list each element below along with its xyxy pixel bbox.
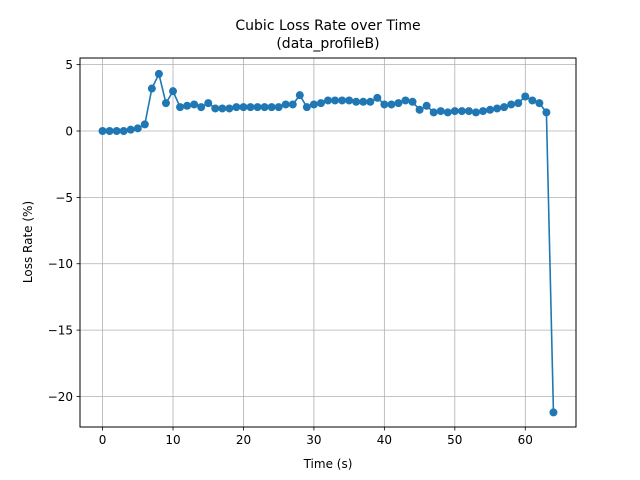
data-point bbox=[345, 96, 354, 105]
y-tick-label: −5 bbox=[55, 191, 73, 205]
data-point bbox=[309, 100, 318, 109]
x-tick-label: 40 bbox=[377, 433, 392, 447]
y-tick-label: 0 bbox=[65, 125, 73, 139]
data-point bbox=[274, 103, 283, 112]
data-point bbox=[486, 105, 495, 114]
x-tick-label: 0 bbox=[99, 433, 107, 447]
y-tick-label: −10 bbox=[48, 257, 73, 271]
data-point bbox=[373, 93, 382, 102]
data-point bbox=[126, 125, 135, 134]
data-point bbox=[119, 127, 128, 136]
data-point bbox=[324, 96, 332, 105]
data-point bbox=[549, 408, 558, 417]
data-point bbox=[154, 69, 163, 78]
data-point bbox=[415, 105, 424, 114]
data-point bbox=[429, 108, 438, 117]
data-point bbox=[338, 96, 347, 105]
data-point bbox=[500, 103, 509, 112]
data-point bbox=[521, 92, 530, 101]
data-point bbox=[133, 124, 142, 133]
x-tick-label: 30 bbox=[306, 433, 321, 447]
data-point bbox=[211, 104, 220, 113]
data-point bbox=[443, 108, 452, 117]
x-axis-label: Time (s) bbox=[303, 457, 353, 471]
data-point bbox=[197, 103, 206, 112]
y-tick-label: −20 bbox=[48, 390, 73, 404]
data-point bbox=[471, 108, 480, 117]
data-point bbox=[316, 99, 325, 108]
data-point bbox=[105, 127, 114, 136]
data-point bbox=[387, 100, 396, 109]
data-point bbox=[457, 107, 466, 116]
data-point bbox=[225, 104, 234, 113]
data-point bbox=[352, 97, 361, 106]
data-point bbox=[295, 91, 304, 100]
data-point bbox=[267, 103, 276, 112]
x-tick-label: 50 bbox=[447, 433, 462, 447]
data-point bbox=[190, 100, 199, 109]
data-point bbox=[535, 99, 544, 108]
data-point bbox=[239, 103, 248, 112]
data-point bbox=[380, 100, 389, 109]
data-point bbox=[493, 104, 502, 113]
data-point bbox=[302, 103, 311, 112]
plot-frame bbox=[79, 57, 577, 428]
data-point bbox=[394, 99, 403, 108]
data-point bbox=[288, 100, 297, 109]
data-point bbox=[147, 84, 156, 93]
data-point bbox=[408, 97, 417, 106]
data-point bbox=[112, 127, 121, 136]
data-point bbox=[246, 103, 255, 112]
data-point bbox=[161, 99, 170, 108]
data-point bbox=[507, 100, 516, 109]
data-point bbox=[331, 96, 340, 105]
data-point bbox=[479, 107, 487, 116]
data-point bbox=[176, 103, 185, 112]
data-point bbox=[422, 101, 431, 110]
data-point bbox=[436, 107, 445, 116]
y-tick-label: −15 bbox=[48, 324, 73, 338]
data-point bbox=[464, 107, 473, 116]
data-point bbox=[204, 99, 213, 108]
data-point bbox=[359, 97, 368, 106]
series-layer bbox=[98, 69, 558, 417]
chart-title: Cubic Loss Rate over Time bbox=[235, 18, 420, 34]
data-point bbox=[253, 103, 262, 112]
data-point bbox=[260, 103, 269, 112]
data-point bbox=[183, 101, 192, 110]
data-point bbox=[281, 100, 290, 109]
data-point bbox=[366, 97, 375, 106]
data-point bbox=[542, 108, 551, 117]
data-point bbox=[169, 87, 177, 96]
data-point bbox=[218, 104, 227, 113]
data-point bbox=[401, 96, 410, 105]
data-point bbox=[232, 103, 241, 112]
y-tick-label: 5 bbox=[65, 58, 73, 72]
x-tick-label: 10 bbox=[165, 433, 180, 447]
data-point bbox=[450, 107, 459, 116]
data-point bbox=[98, 127, 107, 136]
data-point bbox=[528, 96, 537, 105]
data-point bbox=[514, 99, 523, 108]
x-tick-label: 20 bbox=[236, 433, 251, 447]
data-point bbox=[140, 120, 149, 129]
chart-subtitle: (data_profileB) bbox=[276, 36, 379, 52]
grid bbox=[80, 58, 576, 427]
x-tick-label: 60 bbox=[518, 433, 533, 447]
y-axis-label: Loss Rate (%) bbox=[21, 201, 35, 283]
